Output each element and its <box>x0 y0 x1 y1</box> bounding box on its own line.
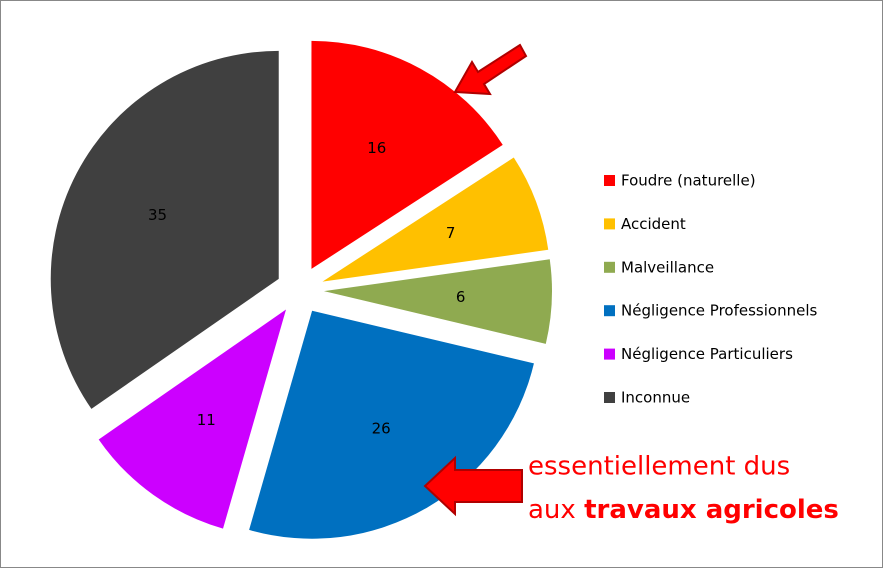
legend-swatch <box>604 305 615 317</box>
pie-slice <box>322 157 549 282</box>
annotation: aux travaux agricoles <box>528 495 839 525</box>
legend-swatch <box>604 348 615 360</box>
legend-label: Inconnue <box>621 389 690 407</box>
legend-label: Négligence Professionnels <box>621 302 817 320</box>
legend-swatch <box>604 392 615 403</box>
legend-swatch <box>604 175 615 186</box>
legend-label: Malveillance <box>621 258 714 276</box>
data-label: 11 <box>197 411 216 429</box>
arrow <box>423 455 523 517</box>
data-label: 7 <box>446 224 456 242</box>
legend-label: Accident <box>621 215 686 233</box>
legend: Foudre (naturelle) Accident Malveillance Né… <box>604 172 817 407</box>
legend-swatch <box>604 218 615 230</box>
arrow <box>453 43 528 96</box>
pie-slice <box>50 50 279 409</box>
pie-slice <box>323 259 552 344</box>
data-label: 35 <box>148 206 167 224</box>
legend-label: Négligence Particuliers <box>621 345 793 363</box>
data-label: 26 <box>372 419 391 437</box>
pie-slice <box>98 309 287 529</box>
legend-label: Foudre (naturelle) <box>621 172 756 190</box>
pie-slice <box>311 40 503 269</box>
annotation: essentiellement dus <box>528 452 790 482</box>
data-label: 6 <box>456 288 466 306</box>
legend-swatch <box>604 261 615 273</box>
data-label: 16 <box>367 139 386 157</box>
